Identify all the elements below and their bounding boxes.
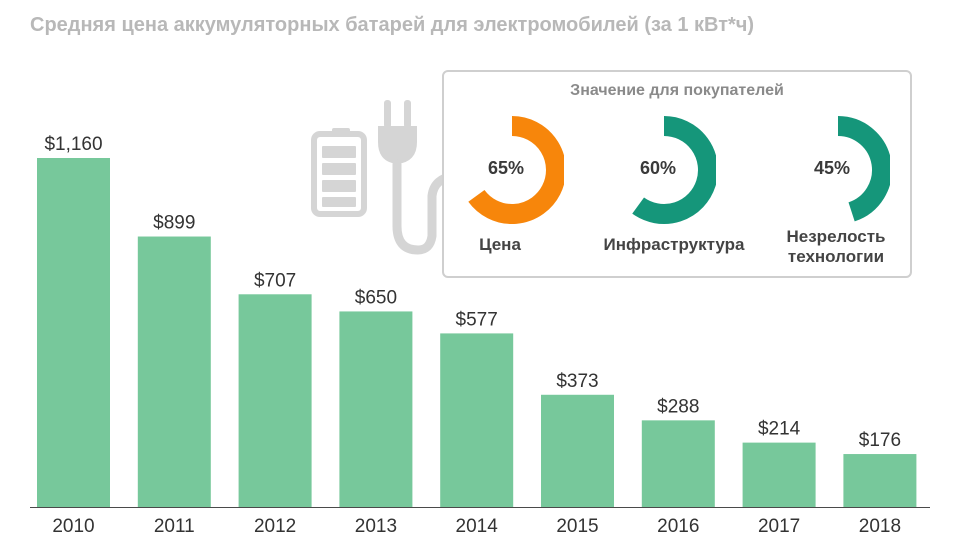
buyer-value-panel: Значение для покупателей 65% Цена 60% Ин… [442, 70, 912, 278]
bar-value-label: $707 [254, 270, 296, 291]
bar-value-label: $577 [456, 309, 498, 330]
bar-2017 [742, 442, 816, 507]
x-tick-label: 2014 [456, 516, 499, 537]
bar-value-label: $1,160 [44, 134, 102, 155]
donut-arc-infrastructure [632, 116, 716, 224]
plug-icon [378, 100, 460, 255]
donut-arc-immaturity [837, 116, 890, 222]
donut-immaturity [837, 116, 890, 222]
x-tick-label: 2013 [355, 516, 397, 537]
bar-2012 [238, 294, 312, 507]
bar-2014 [440, 333, 514, 507]
donut-value-immaturity: 45% [813, 158, 851, 178]
donut-arc-price [468, 116, 564, 224]
bar-value-label: $214 [758, 419, 801, 440]
bar-2015 [541, 394, 614, 507]
chart-title: Средняя цена аккумуляторных батарей для … [30, 14, 755, 36]
bar-2013 [339, 311, 413, 507]
x-tick-label: 2011 [154, 516, 195, 537]
battery-icon [311, 128, 367, 217]
bar-value-label: $899 [153, 213, 195, 234]
bar-value-label: $373 [556, 371, 598, 392]
donut-infrastructure [632, 116, 716, 224]
bar-value-label: $650 [355, 287, 397, 308]
donut-value-infrastructure: 60% [639, 158, 677, 178]
x-tick-label: 2012 [254, 516, 296, 537]
x-tick-label: 2015 [556, 516, 598, 537]
bar-2010 [37, 158, 110, 507]
panel-title: Значение для покупателей [570, 82, 784, 99]
x-tick-label: 2010 [52, 516, 94, 537]
x-tick-label: 2016 [657, 516, 699, 537]
donut-label-infrastructure: Инфраструктура [603, 235, 745, 254]
bar-2016 [641, 420, 715, 507]
donut-value-price: 65% [487, 158, 525, 178]
x-tick-label: 2017 [758, 516, 800, 537]
bar-2018 [843, 454, 917, 507]
x-tick-label: 2018 [859, 516, 901, 537]
bar-value-label: $176 [859, 430, 901, 451]
donut-label-price: Цена [479, 235, 521, 254]
donut-price [468, 116, 564, 224]
donut-label-immaturity: Незрелость технологии [786, 227, 886, 266]
bar-value-label: $288 [657, 396, 699, 417]
bar-2011 [137, 236, 211, 507]
